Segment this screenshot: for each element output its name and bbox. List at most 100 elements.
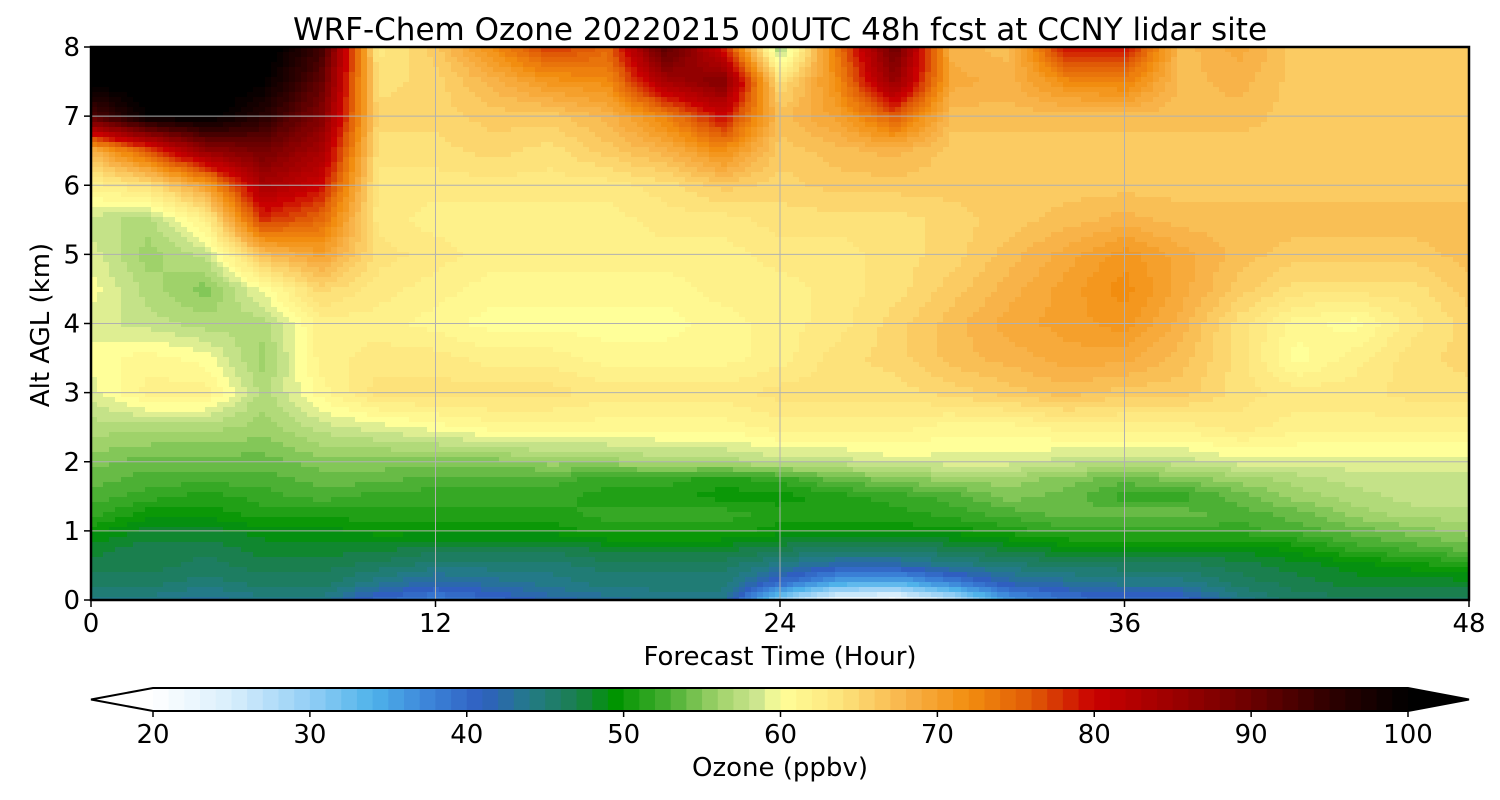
heatmap-cell (745, 137, 752, 143)
heatmap-cell (1213, 62, 1220, 68)
heatmap-cell (799, 132, 806, 138)
heatmap-cell (499, 132, 506, 138)
heatmap-cell (1081, 102, 1088, 108)
heatmap-cell (853, 57, 860, 63)
heatmap-cell (781, 117, 788, 123)
heatmap-cell (1021, 72, 1028, 78)
heatmap-cell (655, 147, 662, 153)
heatmap-cell (433, 62, 440, 68)
heatmap-cell (1225, 142, 1232, 148)
heatmap-cell (841, 107, 848, 113)
heatmap-cell (1411, 62, 1418, 68)
heatmap-cell (595, 57, 602, 63)
heatmap-cell (283, 107, 290, 113)
heatmap-cell (793, 77, 800, 83)
heatmap-cell (1321, 77, 1328, 83)
heatmap-cell (877, 147, 884, 153)
heatmap-cell (1369, 127, 1376, 133)
heatmap-cell (205, 67, 212, 73)
heatmap-cell (517, 82, 524, 88)
heatmap-cell (217, 112, 224, 118)
heatmap-cell (979, 142, 986, 148)
heatmap-cell (751, 112, 758, 118)
heatmap-cell (409, 82, 416, 88)
heatmap-cell (823, 97, 830, 103)
heatmap-cell (1255, 62, 1262, 68)
heatmap-cell (229, 62, 236, 68)
heatmap-cell (1357, 117, 1364, 123)
heatmap-cell (1279, 132, 1286, 138)
heatmap-cell (727, 72, 734, 78)
heatmap-cell (709, 52, 716, 58)
heatmap-cell (1057, 92, 1064, 98)
heatmap-cell (415, 67, 422, 73)
heatmap-cell (343, 132, 350, 138)
heatmap-cell (1369, 72, 1376, 78)
heatmap-cell (541, 107, 548, 113)
heatmap-cell (583, 152, 590, 158)
heatmap-cell (679, 112, 686, 118)
heatmap-cell (679, 92, 686, 98)
heatmap-cell (1429, 112, 1436, 118)
heatmap-cell (1141, 107, 1148, 113)
heatmap-cell (1237, 82, 1244, 88)
heatmap-cell (283, 142, 290, 148)
heatmap-cell (475, 67, 482, 73)
heatmap-cell (1447, 137, 1454, 143)
heatmap-cell (979, 112, 986, 118)
heatmap-cell (721, 107, 728, 113)
heatmap-cell (523, 72, 530, 78)
heatmap-cell (235, 132, 242, 138)
heatmap-cell (1447, 117, 1454, 123)
heatmap-cell (121, 142, 128, 148)
heatmap-cell (187, 72, 194, 78)
heatmap-cell (781, 57, 788, 63)
heatmap-cell (895, 82, 902, 88)
heatmap-cell (283, 137, 290, 143)
heatmap-cell (583, 82, 590, 88)
heatmap-cell (1129, 77, 1136, 83)
heatmap-cell (433, 52, 440, 58)
heatmap-cell (1279, 92, 1286, 98)
heatmap-cell (1189, 117, 1196, 123)
heatmap-cell (1441, 117, 1448, 123)
heatmap-cell (379, 122, 386, 128)
heatmap-cell (685, 82, 692, 88)
heatmap-cell (367, 122, 374, 128)
heatmap-cell (1429, 127, 1436, 133)
heatmap-cell (823, 82, 830, 88)
heatmap-cell (415, 102, 422, 108)
heatmap-cell (967, 92, 974, 98)
heatmap-cell (631, 97, 638, 103)
heatmap-cell (505, 87, 512, 93)
heatmap-cell (1147, 142, 1154, 148)
heatmap-cell (247, 117, 254, 123)
heatmap-cell (859, 92, 866, 98)
heatmap-cell (1057, 52, 1064, 58)
heatmap-cell (355, 77, 362, 83)
heatmap-cell (409, 132, 416, 138)
heatmap-cell (1069, 127, 1076, 133)
heatmap-cell (691, 97, 698, 103)
heatmap-cell (349, 117, 356, 123)
heatmap-cell (1303, 112, 1310, 118)
heatmap-cell (205, 117, 212, 123)
heatmap-cell (1051, 107, 1058, 113)
heatmap-cell (1453, 127, 1460, 133)
heatmap-cell (1231, 147, 1238, 153)
heatmap-cell (871, 82, 878, 88)
heatmap-cell (1039, 102, 1046, 108)
heatmap-cell (289, 137, 296, 143)
heatmap-cell (925, 87, 932, 93)
heatmap-cell (259, 67, 266, 73)
heatmap-cell (1063, 57, 1070, 63)
heatmap-cell (1099, 97, 1106, 103)
heatmap-cell (403, 62, 410, 68)
heatmap-cell (847, 62, 854, 68)
heatmap-cell (1255, 147, 1262, 153)
heatmap-cell (1111, 57, 1118, 63)
heatmap-cell (643, 87, 650, 93)
heatmap-cell (193, 62, 200, 68)
heatmap-cell (1039, 62, 1046, 68)
heatmap-cell (277, 102, 284, 108)
